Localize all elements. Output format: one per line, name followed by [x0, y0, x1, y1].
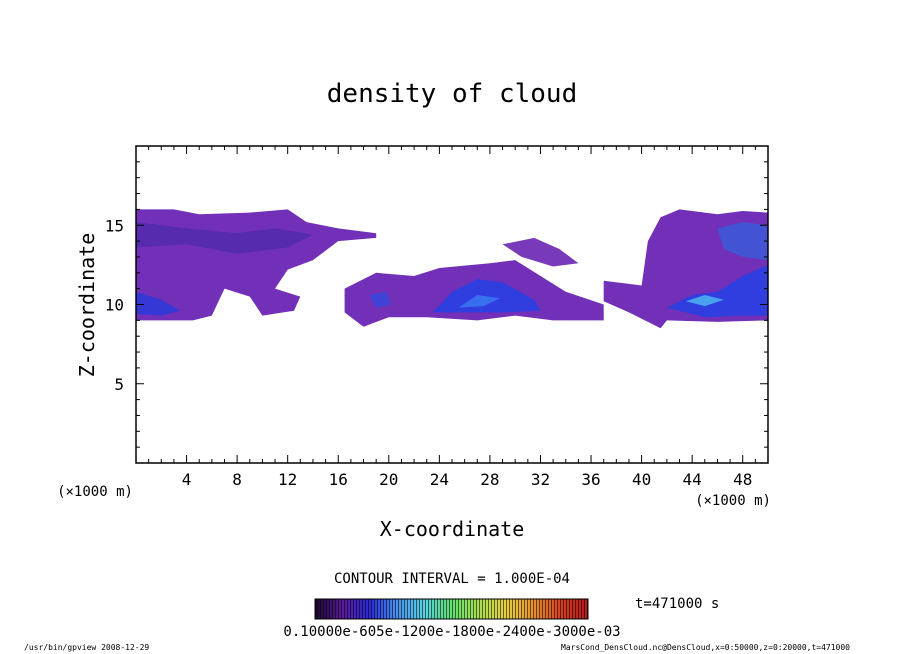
chart-title: density of cloud — [327, 79, 577, 109]
contour-interval-label: CONTOUR INTERVAL = 1.000E-04 — [334, 571, 570, 587]
x-tick-label: 40 — [632, 470, 651, 489]
x-tick-label: 36 — [581, 470, 600, 489]
cloud-dot-middle — [369, 291, 392, 308]
x-tick-label: 8 — [232, 470, 242, 489]
y-unit-label: (×1000 m) — [57, 484, 133, 500]
colorbar-contour-lines — [315, 599, 588, 619]
x-tick-label: 24 — [430, 470, 449, 489]
cloud-upper-right — [717, 222, 768, 261]
cloud-core-right — [666, 264, 768, 318]
colorbar-tick-labels: 0.10000e-605e-1200e-1800e-2400e-3000e-03 — [283, 624, 620, 640]
cloud-core-middle — [433, 279, 541, 313]
x-tick-label: 4 — [182, 470, 192, 489]
x-tick-label: 20 — [379, 470, 398, 489]
cloud-wisp-middle — [502, 237, 579, 267]
cloud-streaks-left — [136, 222, 313, 254]
cloud-bright-middle — [458, 295, 500, 308]
y-axis-label: Z-coordinate — [75, 233, 99, 378]
y-tick-label: 15 — [105, 216, 124, 235]
y-tick-label: 10 — [105, 296, 124, 315]
x-axis-label: X-coordinate — [380, 517, 525, 541]
density-field — [136, 209, 768, 329]
cloud-region-left — [136, 209, 377, 321]
x-tick-label: 32 — [531, 470, 550, 489]
x-tick-label: 28 — [480, 470, 499, 489]
cloud-bright-right — [685, 295, 724, 307]
x-tick-label: 12 — [278, 470, 297, 489]
footer-left: /usr/bin/gpview 2008-12-29 — [24, 643, 149, 652]
cloud-core-left — [136, 291, 181, 316]
footer-right: MarsCond_DensCloud.nc@DensCloud,x=0:5000… — [561, 643, 850, 652]
x-tick-label: 16 — [329, 470, 348, 489]
x-unit-label: (×1000 m) — [695, 493, 771, 509]
y-axis-ticks: 5 10 15 — [105, 161, 768, 448]
x-tick-label: 48 — [733, 470, 752, 489]
y-tick-label: 5 — [114, 375, 124, 394]
x-tick-label: 44 — [683, 470, 702, 489]
x-axis-ticks: 4 8 12 16 20 24 28 32 36 40 44 48 — [148, 146, 756, 489]
time-label: t=471000 s — [635, 596, 719, 612]
